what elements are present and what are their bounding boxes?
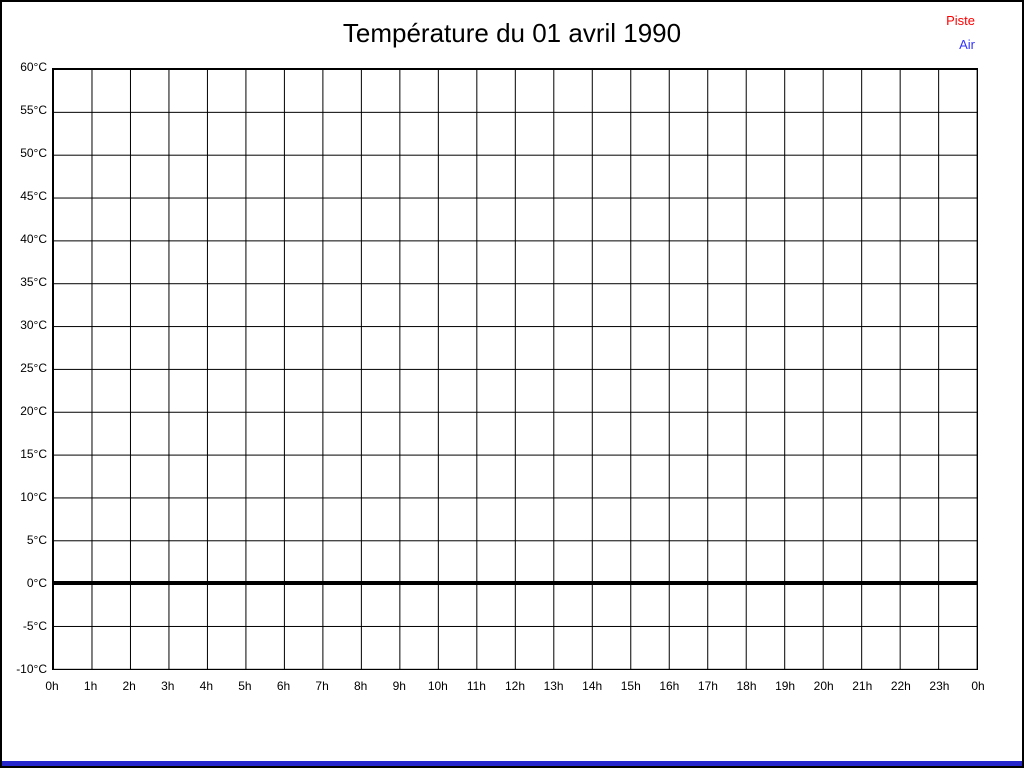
legend-item-air: Air <box>959 37 975 52</box>
x-tick-label: 8h <box>353 679 368 693</box>
x-tick-label: 17h <box>697 679 718 693</box>
x-tick-label: 16h <box>659 679 680 693</box>
x-tick-label: 0h <box>971 679 985 693</box>
x-tick-label: 23h <box>929 679 950 693</box>
x-tick-label: 10h <box>427 679 448 693</box>
y-tick-label: 60°C <box>20 60 47 74</box>
y-tick-label: 20°C <box>20 404 47 418</box>
x-tick-label: 2h <box>122 679 136 693</box>
x-tick-label: 1h <box>83 679 98 693</box>
chart-title: Température du 01 avril 1990 <box>342 18 682 48</box>
plot-area <box>52 68 978 670</box>
y-tick-label: 5°C <box>26 533 47 547</box>
zero-degree-line <box>53 581 977 586</box>
y-tick-label: 55°C <box>20 103 47 117</box>
x-tick-label: 19h <box>775 679 796 693</box>
y-tick-label: 25°C <box>20 361 47 375</box>
y-tick-label: 35°C <box>20 275 47 289</box>
y-tick-label: 45°C <box>20 189 47 203</box>
x-tick-label: 12h <box>504 679 526 693</box>
x-tick-label: 22h <box>890 679 911 693</box>
x-tick-label: 21h <box>852 679 873 693</box>
y-tick-label: 40°C <box>20 232 47 246</box>
legend: Piste Air <box>946 9 975 57</box>
x-tick-label: 0h <box>45 679 59 693</box>
x-tick-label: 7h <box>315 679 329 693</box>
y-tick-label: 30°C <box>20 318 47 332</box>
x-tick-label: 13h <box>543 679 564 693</box>
x-tick-label: 5h <box>238 679 252 693</box>
y-tick-label: -10°C <box>16 662 47 676</box>
y-tick-label: 10°C <box>20 490 47 504</box>
y-tick-label: -5°C <box>22 619 47 633</box>
x-tick-label: 14h <box>582 679 603 693</box>
bottom-bar <box>2 761 1022 766</box>
x-tick-label: 11h <box>466 679 486 693</box>
y-tick-label: 50°C <box>20 146 47 160</box>
x-tick-label: 3h <box>161 679 175 693</box>
x-tick-label: 4h <box>199 679 213 693</box>
legend-item-piste: Piste <box>946 13 975 28</box>
y-tick-label: 15°C <box>20 447 47 461</box>
x-tick-label: 20h <box>813 679 834 693</box>
x-tick-label: 15h <box>620 679 641 693</box>
x-tick-label: 18h <box>736 679 757 693</box>
x-tick-label: 6h <box>276 679 291 693</box>
y-tick-label: 0°C <box>26 576 47 590</box>
x-tick-label: 9h <box>392 679 406 693</box>
